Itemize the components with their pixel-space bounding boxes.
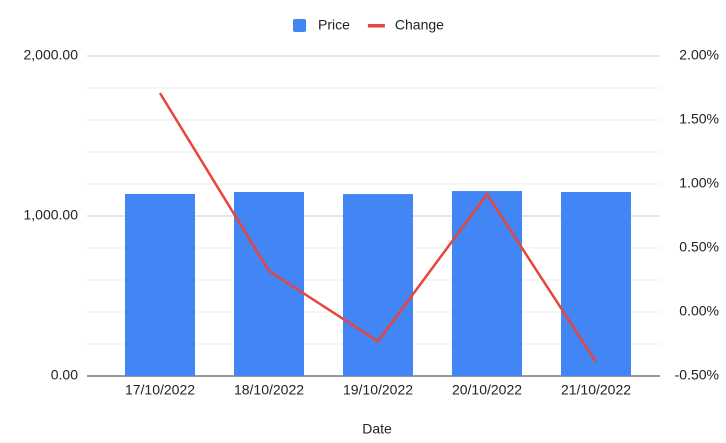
y-tick-label: 0.00 bbox=[51, 367, 78, 383]
y-tick-label: 2,000.00 bbox=[24, 47, 79, 63]
bar bbox=[561, 192, 631, 376]
y-tick-label: 1,000.00 bbox=[24, 207, 79, 223]
y2-tick-label: 0.50% bbox=[679, 239, 719, 255]
y2-tick-label: -0.50% bbox=[675, 367, 719, 383]
bar bbox=[125, 193, 195, 376]
y2-tick-label: 1.50% bbox=[679, 111, 719, 127]
legend-label: Change bbox=[395, 17, 444, 33]
x-tick-label: 18/10/2022 bbox=[234, 382, 304, 398]
bar bbox=[234, 192, 304, 376]
x-axis-title: Date bbox=[362, 421, 392, 437]
x-tick-label: 17/10/2022 bbox=[125, 382, 195, 398]
line bbox=[158, 92, 598, 363]
x-tick-label: 21/10/2022 bbox=[561, 382, 631, 398]
legend-label: Price bbox=[318, 17, 350, 33]
bar bbox=[343, 194, 413, 376]
y2-tick-label: 1.00% bbox=[679, 175, 719, 191]
y2-tick-label: 0.00% bbox=[679, 303, 719, 319]
y2-tick-label: 2.00% bbox=[679, 47, 719, 63]
legend-swatch bbox=[367, 24, 385, 28]
x-tick-label: 20/10/2022 bbox=[452, 382, 522, 398]
x-tick-label: 19/10/2022 bbox=[343, 382, 413, 398]
legend-swatch bbox=[293, 19, 306, 32]
bar bbox=[452, 191, 522, 376]
